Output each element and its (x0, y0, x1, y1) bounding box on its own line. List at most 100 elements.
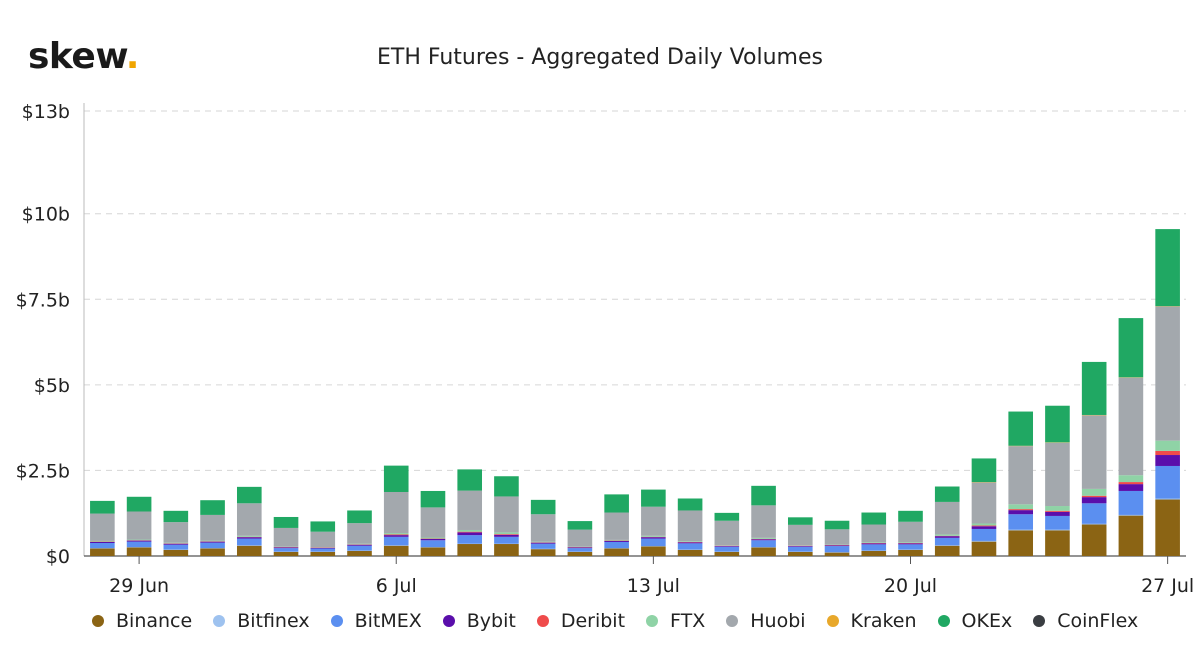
legend-item-bybit[interactable]: Bybit (442, 610, 516, 632)
bar-segment-huobi (1045, 442, 1070, 507)
bar-segment-ftx (1081, 488, 1107, 496)
bar-segment-binance (824, 552, 850, 556)
bar-segment-bitmex (494, 536, 519, 544)
bar-segment-bybit (200, 541, 225, 543)
bar-segment-bybit (273, 547, 299, 549)
legend-swatch (536, 615, 549, 627)
legend-item-huobi[interactable]: Huobi (726, 610, 806, 632)
legend-item-deribit[interactable]: Deribit (536, 610, 625, 632)
bar-segment-ftx (90, 540, 115, 542)
bar-segment-deribit (494, 534, 519, 535)
bar-segment-binance (751, 547, 776, 556)
legend-label: Huobi (750, 610, 806, 632)
skew-logo: skew. (28, 36, 139, 77)
legend-label: BitMEX (354, 610, 422, 632)
legend-item-ftx[interactable]: FTX (646, 610, 705, 632)
bar-segment-deribit (1081, 495, 1107, 498)
bar-segment-okex (861, 512, 887, 525)
bar-segment-ftx (641, 535, 666, 537)
bar-segment-bybit (530, 542, 556, 544)
bar-segment-binance (236, 545, 262, 556)
bar-segment-ftx (861, 542, 887, 543)
logo-text: skew (28, 36, 126, 77)
y-tick-label: $2.5b (16, 460, 70, 482)
bar-segment-binance (1155, 499, 1180, 556)
bar-segment-ftx (898, 542, 923, 543)
bar-segment-okex (420, 490, 446, 508)
stacked-bar-chart: $0 $2.5b $5b $7.5b $10b $13b 29 Jun 6 Jul 13 Jul… (16, 101, 1195, 597)
bar-segment-binance (383, 545, 409, 556)
legend-swatch (92, 615, 104, 627)
legend-swatch (1033, 615, 1046, 627)
bar-segment-bitmex (751, 540, 776, 548)
bar-segment-bybit (420, 538, 446, 541)
bar-segment-bitmex (971, 528, 997, 541)
bar-segment-binance (971, 541, 997, 556)
x-tick-label: 6 Jul (376, 575, 417, 597)
bar-segment-bybit (1155, 455, 1180, 466)
bar-segment-bybit (677, 542, 703, 544)
legend-item-coinflex[interactable]: CoinFlex (1033, 610, 1138, 632)
bar-segment-bitmex (347, 545, 372, 551)
bar-segment-bitmex (163, 544, 189, 550)
x-tick-label: 27 Jul (1141, 575, 1194, 597)
bar-segment-binance (677, 549, 703, 556)
bar-segment-bybit (787, 546, 813, 547)
bar-segment-deribit (1155, 450, 1180, 456)
bar-segment-huobi (383, 491, 409, 534)
x-tick-label: 20 Jul (884, 575, 937, 597)
bar-segment-ftx (1045, 506, 1070, 511)
bar-segment-bybit (1008, 510, 1034, 515)
bar-segment-okex (971, 458, 997, 483)
bar-segment-huobi (824, 529, 850, 545)
bar-segment-bitmex (420, 540, 446, 548)
bar-segment-okex (934, 486, 960, 502)
bar-segment-huobi (567, 529, 593, 547)
bar-segment-bybit (1081, 497, 1107, 504)
bar-segment-bitfinex (1155, 498, 1180, 500)
legend-item-bitfinex[interactable]: Bitfinex (213, 610, 310, 632)
bar-segment-bitmex (604, 541, 629, 549)
bar-segment-huobi (971, 482, 997, 524)
bar-segment-huobi (494, 496, 519, 533)
bar-segment-binance (714, 551, 740, 556)
bar-segment-huobi (1008, 446, 1034, 505)
bar-segment-bybit (861, 543, 887, 545)
bar-segment-bitmex (273, 548, 299, 552)
bar-segment-okex (1118, 318, 1144, 378)
bar-segment-bybit (824, 545, 850, 547)
bar-segment-bitmex (1155, 465, 1180, 499)
legend-item-okex[interactable]: OKEx (937, 610, 1012, 632)
bar-segment-okex (1081, 361, 1107, 415)
bar-segment-ftx (236, 535, 262, 537)
bar-segment-binance (126, 547, 152, 556)
bar-segment-ftx (1118, 475, 1144, 483)
bar-segment-binance (347, 550, 372, 556)
bar-segment-okex (236, 486, 262, 504)
bar-segment-bitmex (787, 546, 813, 552)
bar-segment-bybit (126, 540, 152, 542)
bar-segment-deribit (457, 531, 483, 533)
bar-segment-bitmex (236, 538, 262, 546)
bar-segment-ftx (126, 539, 152, 541)
bar-segment-binance (530, 549, 556, 556)
bar-segment-binance (861, 550, 887, 556)
legend-label: Kraken (850, 610, 917, 632)
legend-swatch (330, 615, 343, 627)
legend-label: Bybit (466, 610, 516, 632)
chart-legend: Binance Bitfinex BitMEX Bybit Deribit FTX Huob… (92, 610, 1159, 632)
bar-segment-okex (200, 500, 225, 515)
legend-item-bitmex[interactable]: BitMEX (330, 610, 422, 632)
bar-segment-huobi (310, 531, 336, 548)
legend-item-binance[interactable]: Binance (92, 610, 192, 632)
bar-segment-huobi (1081, 415, 1107, 489)
bar-segment-huobi (163, 522, 189, 543)
bar-segment-deribit (1045, 510, 1070, 512)
bar-segment-okex (1045, 405, 1070, 443)
bar-segment-binance (641, 546, 666, 556)
bar-segment-okex (898, 510, 923, 522)
bar-segment-okex (457, 469, 483, 491)
bar-segment-huobi (200, 514, 225, 541)
bar-segment-bitfinex (1008, 529, 1034, 531)
legend-item-kraken[interactable]: Kraken (826, 610, 917, 632)
